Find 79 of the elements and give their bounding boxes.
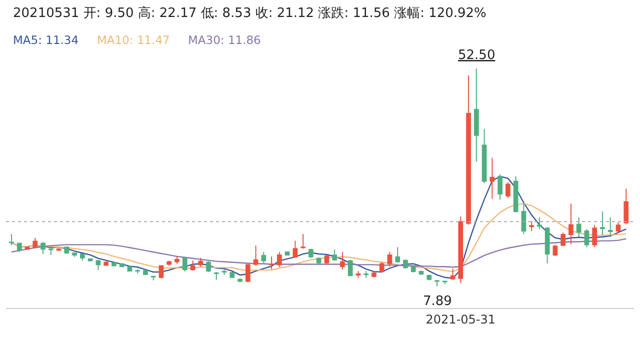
candlestick (230, 272, 235, 278)
candlestick (466, 74, 471, 226)
candlestick (395, 246, 400, 264)
candlestick (96, 259, 101, 271)
candlestick (560, 232, 566, 247)
candlestick (9, 233, 14, 246)
candlestick (198, 257, 204, 268)
candlestick (600, 211, 605, 236)
candlestick (332, 249, 338, 262)
candlestick (190, 260, 196, 272)
candlestick (143, 269, 148, 276)
candlestick (64, 246, 70, 254)
candlestick (537, 216, 542, 230)
candlestick (182, 256, 188, 272)
candlestick (253, 245, 258, 266)
candlestick (292, 240, 298, 258)
candlestick (458, 216, 464, 284)
candlestick (364, 270, 369, 278)
candlestick (482, 128, 487, 184)
candlestick (426, 274, 432, 281)
candlestick (498, 174, 502, 200)
candlestick (474, 68, 479, 162)
candlestick (387, 252, 392, 268)
x-tick-label: 2021-05-31 (426, 312, 496, 326)
candlestick (348, 259, 353, 277)
candlestick (316, 256, 322, 264)
candlestick (379, 262, 384, 274)
candlestick (513, 176, 518, 213)
text: MA10: 11.47 (97, 33, 170, 47)
candlestick (32, 237, 38, 248)
text: 20210531 开: 9.50 高: 22.17 低: 8.53 收: 21.12 涨跌: 11.56 涨幅: 120.92% (13, 5, 486, 21)
candlestick (616, 222, 621, 233)
candlestick (222, 268, 227, 276)
text: MA30: 11.86 (188, 33, 261, 47)
candlestick (269, 256, 274, 270)
candlestick (48, 248, 54, 256)
candlestick (150, 275, 156, 281)
candlestick (238, 278, 242, 283)
candlestick (127, 266, 132, 272)
candlestick (40, 242, 46, 254)
text: MA5: 11.34 (13, 33, 79, 47)
annotation: 52.50 (458, 48, 496, 63)
candlestick (506, 182, 510, 198)
candlestick (372, 272, 376, 278)
candlestick (340, 252, 345, 270)
candlestick (576, 216, 582, 238)
candlestick (544, 226, 550, 264)
candlestick (324, 254, 330, 264)
candlestick (174, 255, 180, 264)
candlestick (158, 264, 164, 279)
candlestick (16, 242, 22, 253)
candlestick (490, 157, 495, 200)
candlestick (206, 260, 211, 273)
candlestick (552, 244, 558, 256)
candlestick (568, 203, 574, 245)
candlestick (308, 248, 314, 258)
candlestick (529, 220, 534, 232)
candlestick (410, 265, 416, 274)
candlestick (300, 233, 306, 250)
candlestick (245, 263, 250, 283)
candlestick (450, 268, 456, 280)
candlestick (214, 272, 219, 280)
candlestick (135, 268, 140, 274)
candlestick (584, 228, 590, 248)
candlestick (521, 202, 526, 234)
candlestick (403, 258, 408, 270)
candlestick (119, 262, 124, 268)
candlestick (592, 224, 598, 248)
candlestick (608, 216, 613, 238)
candlestick (418, 270, 424, 276)
annotation: 7.89 (423, 294, 452, 309)
candlestick (624, 188, 629, 225)
candlestick (72, 252, 77, 258)
candlestick (80, 252, 85, 262)
candlestick (276, 252, 282, 268)
candlestick (434, 279, 440, 287)
candlestick (261, 252, 266, 264)
candlestick (442, 280, 448, 285)
candlestick (356, 270, 361, 278)
